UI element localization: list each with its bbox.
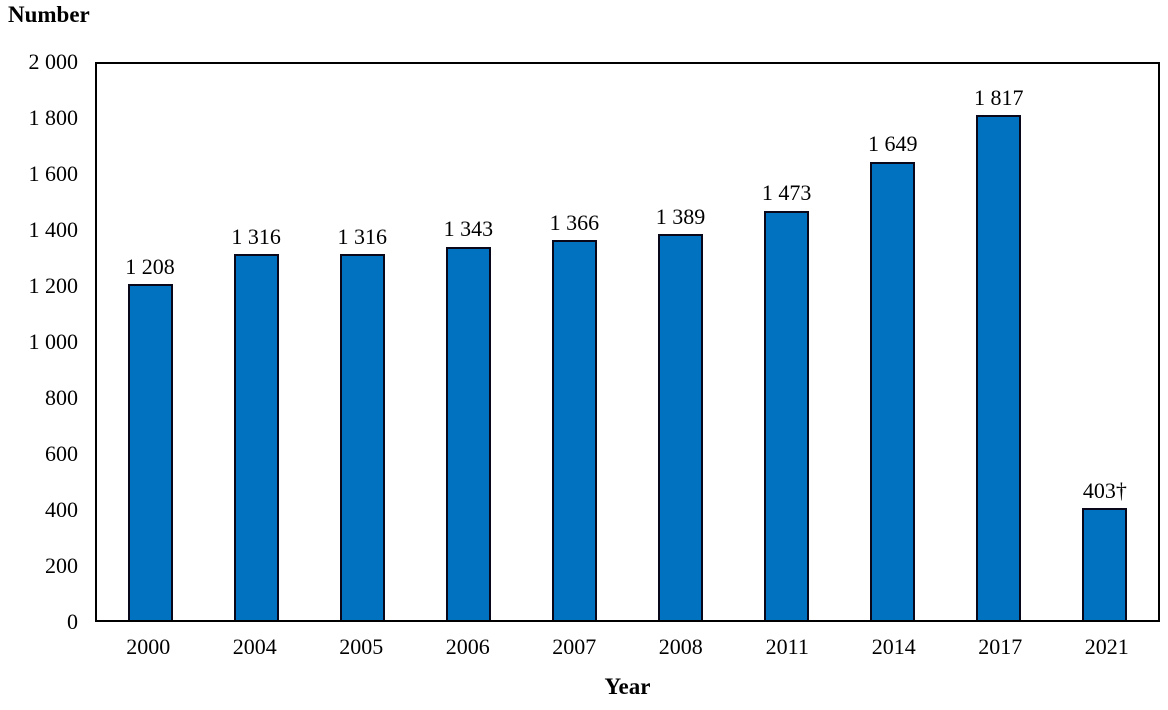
y-tick-label: 2 000 <box>28 49 79 74</box>
bar-value-label: 1 473 <box>761 180 812 206</box>
x-tick-label: 2014 <box>871 634 916 659</box>
x-tick-label: 2006 <box>445 634 490 659</box>
bar-slot: 1 649 <box>840 64 946 620</box>
bar <box>551 240 597 620</box>
bar-slot: 1 316 <box>309 64 415 620</box>
bar-value-label: 1 316 <box>231 223 281 249</box>
x-tick-label: 2007 <box>552 634 597 659</box>
bar <box>127 284 173 620</box>
y-axis-title: Number <box>8 2 90 27</box>
x-tick-slot: 2005 <box>308 632 415 662</box>
bars-row: 1 208 1 316 1 316 1 343 1 366 1 389 1 473 1 649… <box>97 64 1158 620</box>
bar <box>339 254 385 620</box>
y-axis-ticks: 0 200 400 600 800 1 000 1 200 1 400 1 600 1 800 2 … <box>0 0 79 710</box>
bar-slot: 403† <box>1052 64 1158 620</box>
y-tick-label: 1 800 <box>28 105 79 130</box>
x-tick-label: 2000 <box>126 634 171 659</box>
y-tick-label: 1 200 <box>28 273 79 298</box>
bar <box>870 161 916 620</box>
plot-area: 1 208 1 316 1 316 1 343 1 366 1 389 1 473 1 649… <box>95 62 1160 622</box>
y-tick-label: 800 <box>45 385 78 410</box>
x-tick-slot: 2006 <box>415 632 522 662</box>
x-axis-title: Year <box>604 674 651 699</box>
bar-slot: 1 817 <box>946 64 1052 620</box>
x-tick-slot: 2017 <box>947 632 1054 662</box>
y-tick-label: 1 400 <box>28 217 79 242</box>
bar-value-label: 1 343 <box>443 216 494 242</box>
x-tick-slot: 2014 <box>841 632 948 662</box>
bar <box>764 210 810 620</box>
bar-value-label: 1 649 <box>867 131 918 157</box>
x-axis-ticks: 2000 2004 2005 2006 2007 2008 2011 2014 2017 2021 <box>95 632 1160 662</box>
y-tick-label: 1 000 <box>28 329 79 354</box>
bar-value-label: 403† <box>1082 477 1127 503</box>
bar <box>233 254 279 620</box>
x-tick-label: 2008 <box>658 634 703 659</box>
y-tick-label: 400 <box>45 497 78 522</box>
x-tick-label: 2005 <box>339 634 384 659</box>
bar <box>1082 507 1128 620</box>
bar <box>658 233 704 620</box>
bar-slot: 1 366 <box>521 64 627 620</box>
x-tick-slot: 2011 <box>734 632 841 662</box>
bar-value-label: 1 316 <box>337 223 387 249</box>
x-tick-slot: 2021 <box>1054 632 1161 662</box>
y-tick-label: 1 600 <box>28 161 79 186</box>
y-tick-label: 200 <box>45 553 78 578</box>
bar-slot: 1 316 <box>203 64 309 620</box>
bar-slot: 1 389 <box>627 64 733 620</box>
bar-value-label: 1 389 <box>655 203 706 229</box>
x-tick-slot: 2008 <box>628 632 735 662</box>
bar-value-label: 1 208 <box>125 254 175 279</box>
x-tick-label: 2017 <box>978 634 1023 659</box>
x-tick-slot: 2004 <box>202 632 309 662</box>
x-tick-label: 2011 <box>765 634 809 659</box>
bar-value-label: 1 366 <box>549 210 600 236</box>
x-tick-slot: 2000 <box>95 632 202 662</box>
bar-value-label: 1 817 <box>974 84 1024 110</box>
y-tick-label: 0 <box>67 609 78 634</box>
x-tick-label: 2021 <box>1084 634 1129 659</box>
x-tick-slot: 2007 <box>521 632 628 662</box>
bar-slot: 1 208 <box>97 64 203 620</box>
bar-slot: 1 473 <box>734 64 840 620</box>
bar <box>976 114 1022 620</box>
bar-slot: 1 343 <box>415 64 521 620</box>
bar <box>445 246 491 620</box>
y-tick-label: 600 <box>45 441 78 466</box>
x-tick-label: 2004 <box>232 634 277 659</box>
